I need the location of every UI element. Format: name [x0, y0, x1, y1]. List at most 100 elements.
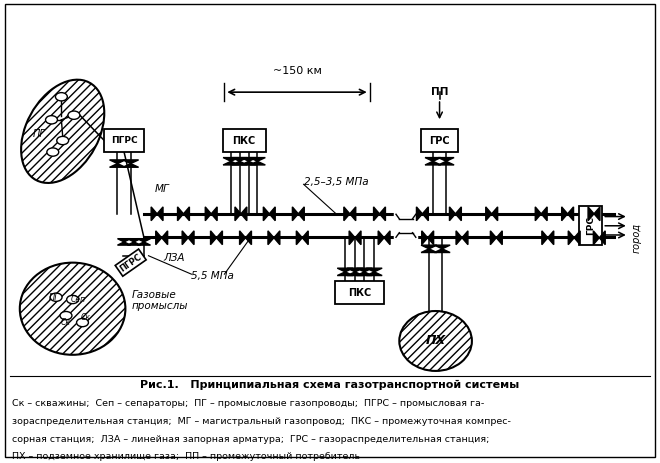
Text: зораспределительная станция;  МГ – магистральный газопровод;  ПКС – промежуточна: зораспределительная станция; МГ – магист…: [12, 417, 511, 426]
Ellipse shape: [399, 311, 472, 371]
Text: Газовые: Газовые: [132, 290, 177, 300]
Polygon shape: [269, 207, 275, 221]
Text: ГРС: ГРС: [586, 216, 595, 235]
Polygon shape: [232, 161, 248, 165]
Polygon shape: [422, 231, 428, 244]
Polygon shape: [127, 239, 141, 242]
Text: промыслы: промыслы: [132, 301, 189, 312]
Polygon shape: [216, 231, 222, 244]
Text: 2,5–3,5 МПа: 2,5–3,5 МПа: [304, 177, 368, 187]
Text: ПГ: ПГ: [33, 129, 46, 138]
Text: ПКС: ПКС: [232, 136, 256, 145]
Polygon shape: [182, 231, 188, 244]
Polygon shape: [110, 163, 125, 167]
Polygon shape: [456, 231, 462, 244]
Text: ПП: ПП: [431, 87, 448, 97]
Polygon shape: [157, 207, 163, 221]
Polygon shape: [496, 231, 502, 244]
Polygon shape: [574, 231, 580, 244]
Polygon shape: [428, 231, 434, 244]
Polygon shape: [378, 231, 384, 244]
Text: 5,5 МПа: 5,5 МПа: [191, 271, 234, 282]
Polygon shape: [156, 231, 162, 244]
Text: сорная станция;  ЛЗА – линейная запорная арматура;  ГРС – газораспределительная : сорная станция; ЛЗА – линейная запорная …: [12, 434, 489, 444]
Circle shape: [77, 319, 88, 327]
Polygon shape: [356, 268, 372, 272]
Polygon shape: [366, 268, 382, 272]
Text: ГРС: ГРС: [429, 136, 450, 145]
Polygon shape: [117, 242, 131, 245]
Polygon shape: [542, 231, 548, 244]
Polygon shape: [416, 207, 422, 221]
Bar: [223, 129, 265, 152]
Polygon shape: [296, 231, 302, 244]
Polygon shape: [593, 231, 599, 244]
Text: город: город: [632, 223, 642, 253]
Polygon shape: [137, 242, 150, 245]
Polygon shape: [344, 207, 350, 221]
Polygon shape: [302, 231, 308, 244]
Polygon shape: [337, 272, 353, 275]
Polygon shape: [356, 272, 372, 275]
Polygon shape: [438, 161, 454, 165]
Polygon shape: [421, 249, 437, 252]
Polygon shape: [268, 231, 274, 244]
Polygon shape: [137, 239, 150, 242]
Polygon shape: [425, 161, 441, 165]
Polygon shape: [492, 207, 498, 221]
Polygon shape: [223, 157, 239, 161]
Circle shape: [47, 148, 59, 156]
Polygon shape: [374, 207, 379, 221]
Polygon shape: [298, 207, 304, 221]
Polygon shape: [232, 157, 248, 161]
Polygon shape: [162, 231, 168, 244]
Polygon shape: [425, 157, 441, 161]
Circle shape: [68, 111, 80, 119]
Polygon shape: [366, 272, 382, 275]
Polygon shape: [434, 245, 450, 249]
Polygon shape: [588, 207, 594, 221]
Circle shape: [50, 293, 62, 301]
Polygon shape: [292, 207, 298, 221]
Polygon shape: [490, 231, 496, 244]
Polygon shape: [205, 207, 211, 221]
Text: ЛЗА: ЛЗА: [164, 253, 185, 263]
Polygon shape: [347, 272, 363, 275]
Polygon shape: [337, 268, 353, 272]
Polygon shape: [562, 207, 568, 221]
Polygon shape: [541, 207, 547, 221]
Circle shape: [55, 93, 67, 101]
Text: МГ: МГ: [155, 184, 170, 194]
Polygon shape: [127, 242, 141, 245]
Polygon shape: [241, 161, 257, 165]
Polygon shape: [434, 249, 450, 252]
Polygon shape: [151, 207, 157, 221]
Polygon shape: [548, 231, 554, 244]
Polygon shape: [594, 207, 600, 221]
Polygon shape: [535, 207, 541, 221]
Text: Сеп: Сеп: [71, 295, 85, 304]
Polygon shape: [235, 207, 241, 221]
Polygon shape: [123, 163, 139, 167]
Polygon shape: [241, 157, 257, 161]
Text: ПГРС: ПГРС: [118, 252, 143, 273]
Polygon shape: [568, 231, 574, 244]
Text: Ск: Ск: [81, 313, 91, 322]
Bar: [422, 129, 458, 152]
Polygon shape: [249, 161, 265, 165]
Text: ПГРС: ПГРС: [111, 136, 137, 145]
Text: ~150 км: ~150 км: [273, 66, 321, 76]
Text: Ск – скважины;  Сеп – сепараторы;  ПГ – промысловые газопроводы;  ПГРС – промысл: Ск – скважины; Сеп – сепараторы; ПГ – пр…: [12, 400, 484, 408]
Polygon shape: [449, 207, 455, 221]
Circle shape: [60, 312, 72, 320]
Bar: [579, 206, 603, 245]
Polygon shape: [347, 268, 363, 272]
Polygon shape: [462, 231, 468, 244]
Bar: [104, 129, 144, 152]
Polygon shape: [241, 207, 247, 221]
Polygon shape: [350, 207, 356, 221]
Bar: [335, 281, 384, 304]
Polygon shape: [178, 207, 183, 221]
Polygon shape: [455, 207, 461, 221]
Polygon shape: [355, 231, 361, 244]
